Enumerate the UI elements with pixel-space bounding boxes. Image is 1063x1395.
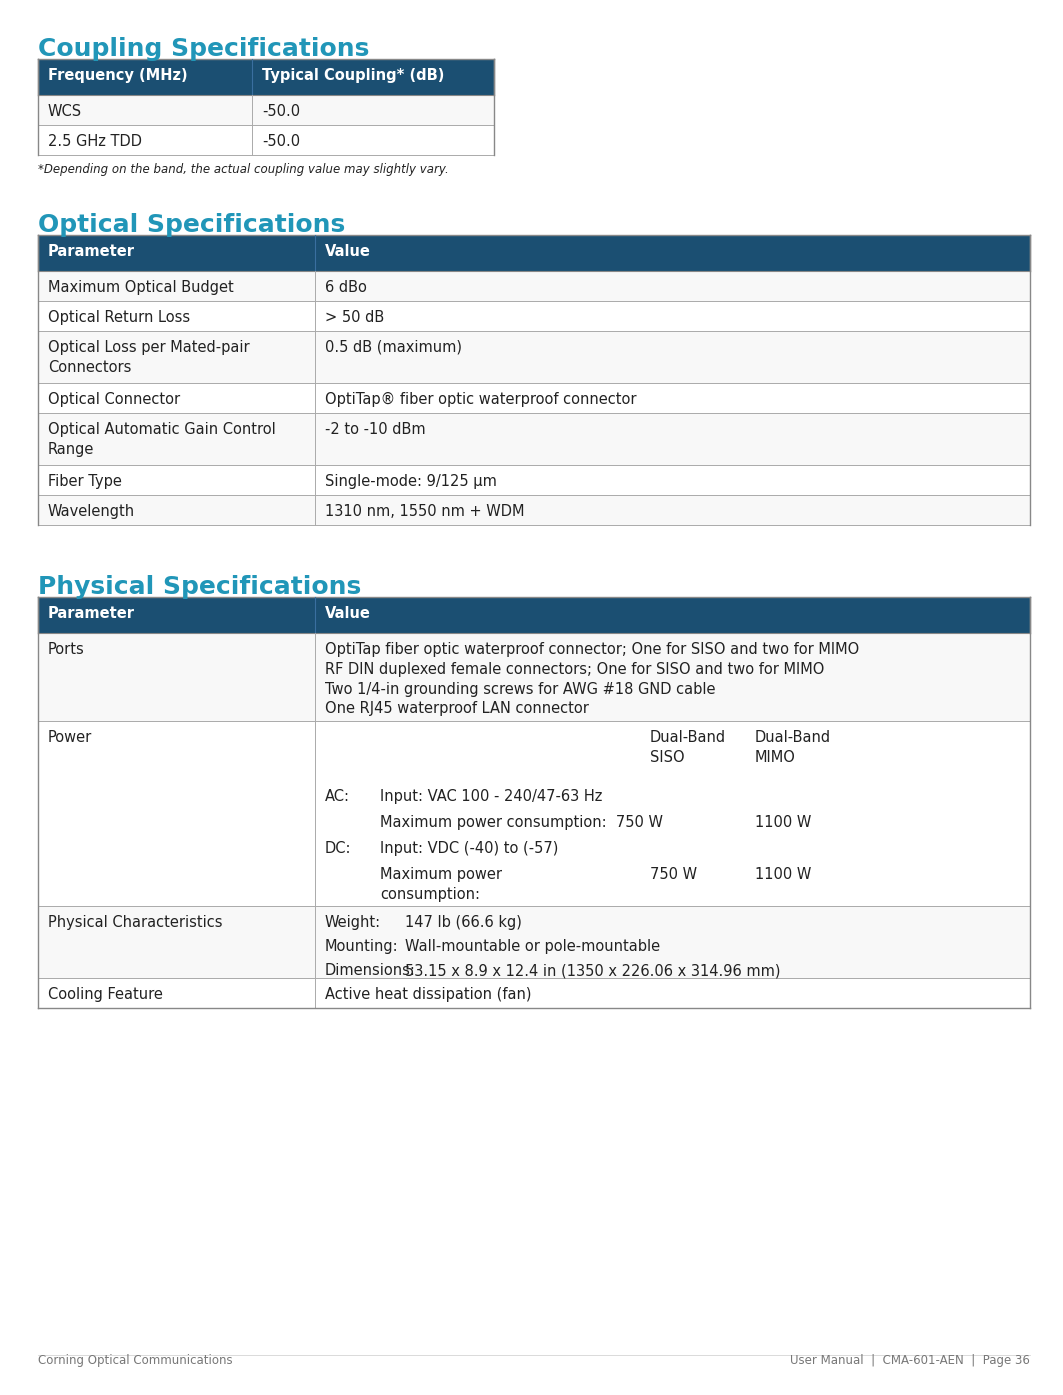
Bar	[38, 465, 1030, 495]
Text: Maximum power consumption:  750 W: Maximum power consumption: 750 W	[379, 815, 663, 830]
Text: AC:: AC:	[325, 790, 350, 804]
Bar	[38, 331, 1030, 384]
Bar	[38, 905, 1030, 978]
Text: Weight:: Weight:	[325, 915, 382, 930]
Text: -50.0: -50.0	[261, 134, 300, 149]
Text: Optical Loss per Mated-pair
Connectors: Optical Loss per Mated-pair Connectors	[48, 340, 250, 375]
Text: Physical Specifications: Physical Specifications	[38, 575, 361, 598]
Bar	[38, 721, 1030, 905]
Text: 2.5 GHz TDD: 2.5 GHz TDD	[48, 134, 142, 149]
Bar	[38, 301, 1030, 331]
Bar	[38, 271, 1030, 301]
Text: 1310 nm, 1550 nm + WDM: 1310 nm, 1550 nm + WDM	[325, 504, 524, 519]
Text: Wall-mountable or pole-mountable: Wall-mountable or pole-mountable	[405, 939, 660, 954]
Text: 1100 W: 1100 W	[755, 868, 811, 882]
Text: *Depending on the band, the actual coupling value may slightly vary.: *Depending on the band, the actual coupl…	[38, 163, 449, 176]
Text: 6 dBo: 6 dBo	[325, 280, 367, 294]
Text: Wavelength: Wavelength	[48, 504, 135, 519]
Bar	[38, 633, 1030, 721]
Text: Maximum Optical Budget: Maximum Optical Budget	[48, 280, 234, 294]
Text: > 50 dB: > 50 dB	[325, 310, 384, 325]
Text: 750 W: 750 W	[649, 868, 697, 882]
Text: Cooling Feature: Cooling Feature	[48, 988, 163, 1002]
Text: Value: Value	[325, 244, 371, 259]
Bar	[38, 234, 1030, 271]
Text: Optical Return Loss: Optical Return Loss	[48, 310, 190, 325]
Bar	[38, 978, 1030, 1009]
Text: Optical Connector: Optical Connector	[48, 392, 180, 407]
Text: DC:: DC:	[325, 841, 352, 857]
Text: Fiber Type: Fiber Type	[48, 474, 122, 490]
Text: Input: VAC 100 - 240/47-63 Hz: Input: VAC 100 - 240/47-63 Hz	[379, 790, 603, 804]
Text: User Manual  |  CMA-601-AEN  |  Page 36: User Manual | CMA-601-AEN | Page 36	[790, 1355, 1030, 1367]
Bar	[38, 597, 1030, 633]
Text: Typical Coupling* (dB): Typical Coupling* (dB)	[261, 68, 444, 82]
Text: Input: VDC (-40) to (-57): Input: VDC (-40) to (-57)	[379, 841, 558, 857]
Bar	[38, 59, 494, 95]
Text: Value: Value	[325, 605, 371, 621]
Text: Corning Optical Communications: Corning Optical Communications	[38, 1355, 233, 1367]
Text: Power: Power	[48, 730, 92, 745]
Text: OptiTap® fiber optic waterproof connector: OptiTap® fiber optic waterproof connecto…	[325, 392, 637, 407]
Text: Dual-Band
MIMO: Dual-Band MIMO	[755, 730, 831, 764]
Text: 0.5 dB (maximum): 0.5 dB (maximum)	[325, 340, 462, 354]
Text: 147 lb (66.6 kg): 147 lb (66.6 kg)	[405, 915, 522, 930]
Text: Parameter: Parameter	[48, 244, 135, 259]
Text: -2 to -10 dBm: -2 to -10 dBm	[325, 423, 425, 437]
Bar	[38, 95, 494, 126]
Text: 1100 W: 1100 W	[755, 815, 811, 830]
Text: -50.0: -50.0	[261, 105, 300, 119]
Text: OptiTap fiber optic waterproof connector; One for SISO and two for MIMO
RF DIN d: OptiTap fiber optic waterproof connector…	[325, 642, 859, 717]
Bar	[38, 495, 1030, 525]
Text: 53.15 x 8.9 x 12.4 in (1350 x 226.06 x 314.96 mm): 53.15 x 8.9 x 12.4 in (1350 x 226.06 x 3…	[405, 963, 780, 978]
Text: Frequency (MHz): Frequency (MHz)	[48, 68, 188, 82]
Text: Dual-Band
SISO: Dual-Band SISO	[649, 730, 726, 764]
Text: WCS: WCS	[48, 105, 82, 119]
Bar	[38, 126, 494, 155]
Text: Physical Characteristics: Physical Characteristics	[48, 915, 222, 930]
Text: Ports: Ports	[48, 642, 85, 657]
Bar	[38, 384, 1030, 413]
Text: Mounting:: Mounting:	[325, 939, 399, 954]
Text: Active heat dissipation (fan): Active heat dissipation (fan)	[325, 988, 532, 1002]
Text: Optical Specifications: Optical Specifications	[38, 213, 345, 237]
Text: Maximum power
consumption:: Maximum power consumption:	[379, 868, 502, 901]
Bar	[38, 413, 1030, 465]
Text: Dimensions:: Dimensions:	[325, 963, 416, 978]
Text: Parameter: Parameter	[48, 605, 135, 621]
Text: Coupling Specifications: Coupling Specifications	[38, 38, 369, 61]
Text: Optical Automatic Gain Control
Range: Optical Automatic Gain Control Range	[48, 423, 275, 456]
Text: Single-mode: 9/125 μm: Single-mode: 9/125 μm	[325, 474, 496, 490]
